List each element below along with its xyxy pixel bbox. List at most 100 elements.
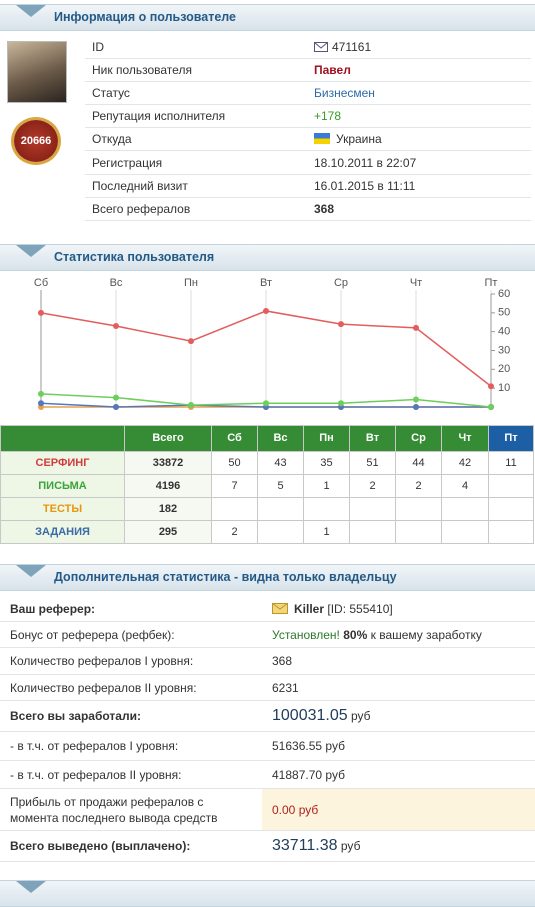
table-cell bbox=[349, 497, 396, 521]
label: Прибыль от продажи рефералов с момента п… bbox=[10, 794, 218, 825]
x-tick-label: Сб bbox=[34, 277, 48, 289]
column-header: Ср bbox=[395, 425, 442, 452]
label: Откуда bbox=[92, 132, 132, 146]
stat-row: Всего выведено (выплачено): 33711.38 руб bbox=[0, 831, 535, 862]
mail-icon[interactable] bbox=[314, 42, 328, 52]
label: Последний визит bbox=[92, 179, 188, 193]
rating-badge: 20666 bbox=[14, 120, 58, 162]
x-tick-label: Чт bbox=[410, 277, 422, 289]
row-label: ПИСЬМА bbox=[0, 474, 125, 498]
label: Ник пользователя bbox=[92, 63, 192, 77]
column-header: Сб bbox=[211, 425, 258, 452]
label: ID bbox=[92, 40, 104, 54]
table-cell: 43 bbox=[257, 451, 304, 475]
section-header bbox=[0, 880, 535, 907]
x-tick-label: Вс bbox=[110, 277, 123, 289]
table-cell: 51 bbox=[349, 451, 396, 475]
point bbox=[413, 396, 419, 403]
table-cell bbox=[488, 497, 534, 521]
stat-row: Ваш реферер: Killer [ID: 555410] bbox=[0, 596, 535, 622]
page: Информация о пользователе 20666 ID 471161… bbox=[0, 4, 535, 907]
row-label: СЕРФИНГ bbox=[0, 451, 125, 475]
value: 0.00 руб bbox=[272, 803, 318, 817]
value: Павел bbox=[314, 63, 351, 77]
label: Регистрация bbox=[92, 156, 163, 170]
table-cell: 2 bbox=[395, 474, 442, 498]
value: 33711.38 руб bbox=[272, 837, 360, 855]
table-cell bbox=[349, 520, 396, 544]
point bbox=[38, 390, 44, 397]
value: Killer [ID: 555410] bbox=[272, 602, 393, 616]
y-tick-label: 10 bbox=[498, 382, 510, 394]
value: 471161 bbox=[314, 40, 371, 54]
table-cell: 7 bbox=[211, 474, 258, 498]
stat-row: - в т.ч. от рефералов II уровня: 41887.70… bbox=[0, 761, 535, 789]
column-header bbox=[0, 425, 125, 452]
stat-row: Прибыль от продажи рефералов с момента п… bbox=[0, 789, 535, 831]
section-header: Информация о пользователе bbox=[0, 4, 535, 31]
stat-row: Бонус от реферера (рефбек): Установлен! 8… bbox=[0, 622, 535, 648]
point bbox=[188, 338, 194, 345]
point bbox=[488, 404, 494, 410]
mail-icon[interactable] bbox=[272, 602, 288, 614]
info-row: Откуда Украина bbox=[85, 127, 531, 151]
amount: 51636.55 bbox=[272, 739, 323, 753]
label: Ваш реферер: bbox=[10, 601, 96, 616]
value: 368 bbox=[272, 654, 293, 668]
label: Всего вы заработали: bbox=[10, 709, 141, 723]
table-cell: 11 bbox=[488, 451, 534, 475]
point bbox=[488, 383, 494, 390]
table-cell: 182 bbox=[124, 497, 212, 521]
stat-row: - в т.ч. от рефералов I уровня: 51636.55 … bbox=[0, 732, 535, 761]
point bbox=[38, 400, 44, 407]
row-label: ЗАДАНИЯ bbox=[0, 520, 125, 544]
value: +178 bbox=[314, 109, 342, 123]
stat-row: Количество рефералов I уровня: 368 bbox=[0, 648, 535, 675]
y-tick-label: 30 bbox=[498, 344, 510, 356]
amount: 41887.70 bbox=[272, 767, 323, 782]
x-tick-label: Пт bbox=[485, 277, 498, 289]
point bbox=[263, 400, 269, 407]
info-row: Последний визит 16.01.2015 в 11:11 bbox=[85, 174, 531, 198]
y-tick-label: 60 bbox=[498, 288, 510, 300]
table-cell: 33872 bbox=[124, 451, 212, 475]
table-cell bbox=[441, 497, 489, 521]
info-row: Репутация исполнителя +178 bbox=[85, 104, 531, 128]
table-cell: 2 bbox=[349, 474, 396, 498]
avatar[interactable] bbox=[7, 41, 67, 103]
value: 6231 bbox=[272, 680, 299, 695]
stat-row: Всего вы заработали: 100031.05 руб bbox=[0, 701, 535, 732]
table-cell: 5 bbox=[257, 474, 304, 498]
table-cell: 295 bbox=[124, 520, 212, 544]
column-header: Пн bbox=[303, 425, 350, 452]
column-header: Вс bbox=[257, 425, 304, 452]
unit: руб bbox=[340, 839, 361, 853]
x-tick-label: Вт bbox=[260, 277, 272, 289]
flag-icon bbox=[314, 133, 330, 144]
point bbox=[113, 394, 119, 401]
value: 16.01.2015 в 11:11 bbox=[314, 179, 416, 193]
value: 18.10.2011 в 22:07 bbox=[314, 156, 417, 170]
section-header: Дополнительная статистика - видна только… bbox=[0, 564, 535, 591]
value: 368 bbox=[314, 202, 335, 216]
table-cell: 1 bbox=[303, 520, 350, 544]
user-id: 471161 bbox=[332, 40, 372, 54]
value: 41887.70 руб bbox=[272, 768, 345, 782]
info-row: Регистрация 18.10.2011 в 22:07 bbox=[85, 151, 531, 175]
table-cell: 4196 bbox=[124, 474, 212, 498]
bonus-percent: 80% bbox=[343, 627, 368, 642]
point bbox=[188, 402, 194, 409]
amount: 0.00 bbox=[272, 802, 296, 817]
table-cell: 50 bbox=[211, 451, 258, 475]
unit: руб bbox=[350, 709, 371, 723]
label: Репутация исполнителя bbox=[92, 109, 226, 123]
point bbox=[38, 309, 44, 316]
row-label: ТЕСТЫ bbox=[0, 497, 125, 521]
referrer-name[interactable]: Killer bbox=[294, 601, 325, 616]
table-cell bbox=[257, 520, 304, 544]
label: Количество рефералов I уровня: bbox=[10, 654, 194, 668]
y-tick-label: 40 bbox=[498, 326, 510, 338]
bonus-status: Установлен! bbox=[272, 627, 340, 642]
table-cell bbox=[441, 520, 489, 544]
table-cell: 4 bbox=[441, 474, 489, 498]
